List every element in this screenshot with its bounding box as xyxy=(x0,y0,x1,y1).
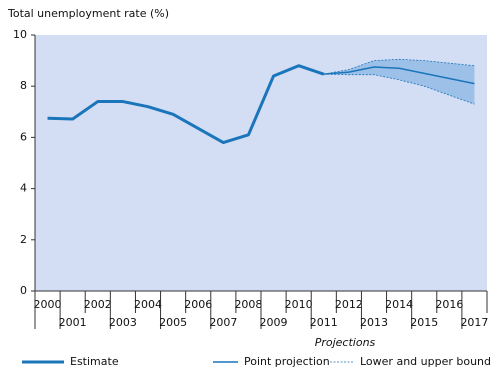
x-tick-label: 2005 xyxy=(159,316,187,329)
series-line xyxy=(323,73,475,105)
fan-area xyxy=(323,59,475,105)
annotation: Projections xyxy=(315,336,376,349)
legend-label: Estimate xyxy=(70,355,119,368)
legend-label: Lower and upper bound xyxy=(360,355,491,368)
series-line xyxy=(47,64,325,145)
y-tick-label: 4 xyxy=(20,182,27,195)
y-tick-label: 6 xyxy=(20,130,27,143)
y-tick-label: 8 xyxy=(20,79,27,92)
y-tick-label: 10 xyxy=(13,28,27,41)
series-line xyxy=(323,58,475,75)
x-tick-label: 2016 xyxy=(435,298,463,311)
x-tick-label: 2017 xyxy=(460,316,488,329)
x-tick-label: 2010 xyxy=(285,298,313,311)
x-tick-label: 2003 xyxy=(109,316,137,329)
x-tick-label: 2006 xyxy=(184,298,212,311)
x-tick-label: 2015 xyxy=(410,316,438,329)
x-tick-label: 2014 xyxy=(385,298,413,311)
y-tick-label: 2 xyxy=(20,233,27,246)
x-tick-label: 2007 xyxy=(209,316,237,329)
x-tick-label: 2011 xyxy=(310,316,338,329)
x-tick-label: 2001 xyxy=(59,316,87,329)
x-tick-label: 2004 xyxy=(134,298,162,311)
x-tick-label: 2000 xyxy=(34,298,62,311)
legend-label: Point projection xyxy=(244,355,330,368)
x-tick-label: 2009 xyxy=(260,316,288,329)
x-tick-label: 2008 xyxy=(234,298,262,311)
x-tick-label: 2002 xyxy=(84,298,112,311)
series-line xyxy=(323,66,475,85)
y-tick-label: 0 xyxy=(20,284,27,297)
x-tick-label: 2012 xyxy=(335,298,363,311)
y-axis-title: Total unemployment rate (%) xyxy=(7,7,169,20)
x-tick-label: 2013 xyxy=(360,316,388,329)
